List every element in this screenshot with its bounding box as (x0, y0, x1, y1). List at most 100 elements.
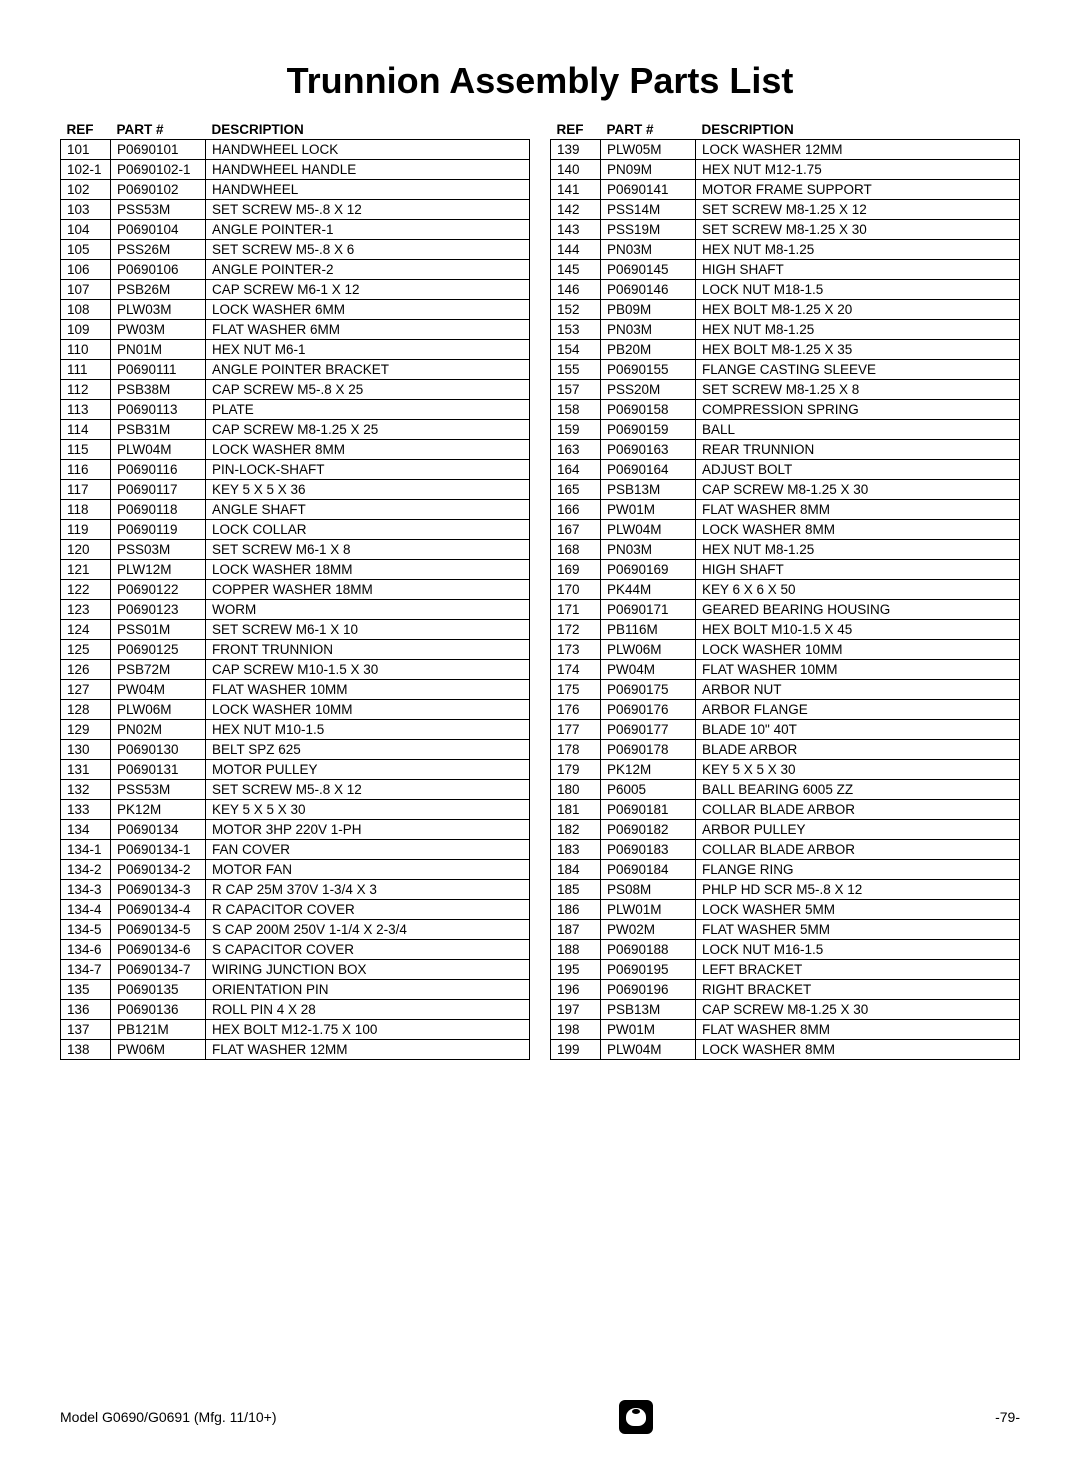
cell-part: P0690178 (601, 740, 696, 760)
cell-part: PLW05M (601, 140, 696, 160)
table-row: 174PW04MFLAT WASHER 10MM (551, 660, 1020, 680)
table-row: 172PB116MHEX BOLT M10-1.5 X 45 (551, 620, 1020, 640)
cell-desc: FRONT TRUNNION (206, 640, 530, 660)
table-header-row: REF PART # DESCRIPTION (61, 120, 530, 140)
cell-part: PN09M (601, 160, 696, 180)
table-row: 169P0690169HIGH SHAFT (551, 560, 1020, 580)
cell-part: PLW03M (111, 300, 206, 320)
cell-part: PS08M (601, 880, 696, 900)
cell-ref: 188 (551, 940, 601, 960)
cell-part: P0690123 (111, 600, 206, 620)
table-row: 176P0690176ARBOR FLANGE (551, 700, 1020, 720)
cell-part: PSS53M (111, 200, 206, 220)
cell-part: PLW04M (601, 520, 696, 540)
cell-part: P0690171 (601, 600, 696, 620)
cell-part: P0690134-2 (111, 860, 206, 880)
table-row: 136P0690136ROLL PIN 4 X 28 (61, 1000, 530, 1020)
cell-ref: 107 (61, 280, 111, 300)
cell-part: P0690136 (111, 1000, 206, 1020)
cell-desc: ARBOR NUT (696, 680, 1020, 700)
cell-desc: HEX BOLT M8-1.25 X 20 (696, 300, 1020, 320)
cell-ref: 112 (61, 380, 111, 400)
cell-part: PN03M (601, 540, 696, 560)
cell-ref: 171 (551, 600, 601, 620)
table-row: 105PSS26MSET SCREW M5-.8 X 6 (61, 240, 530, 260)
cell-desc: ARBOR FLANGE (696, 700, 1020, 720)
cell-ref: 106 (61, 260, 111, 280)
cell-desc: MOTOR PULLEY (206, 760, 530, 780)
cell-desc: BELT SPZ 625 (206, 740, 530, 760)
table-row: 140PN09MHEX NUT M12-1.75 (551, 160, 1020, 180)
cell-desc: KEY 6 X 6 X 50 (696, 580, 1020, 600)
cell-desc: HIGH SHAFT (696, 560, 1020, 580)
table-row: 180P6005BALL BEARING 6005 ZZ (551, 780, 1020, 800)
cell-part: P0690125 (111, 640, 206, 660)
cell-ref: 104 (61, 220, 111, 240)
table-row: 138PW06MFLAT WASHER 12MM (61, 1040, 530, 1060)
cell-part: P0690130 (111, 740, 206, 760)
cell-ref: 139 (551, 140, 601, 160)
cell-part: P0690181 (601, 800, 696, 820)
cell-part: P0690196 (601, 980, 696, 1000)
cell-desc: BALL (696, 420, 1020, 440)
table-row: 128PLW06MLOCK WASHER 10MM (61, 700, 530, 720)
cell-desc: LOCK WASHER 6MM (206, 300, 530, 320)
table-row: 130P0690130BELT SPZ 625 (61, 740, 530, 760)
table-row: 197PSB13MCAP SCREW M8-1.25 X 30 (551, 1000, 1020, 1020)
cell-part: PW02M (601, 920, 696, 940)
footer-model: Model G0690/G0691 (Mfg. 11/10+) (60, 1409, 276, 1425)
cell-ref: 131 (61, 760, 111, 780)
cell-part: P0690106 (111, 260, 206, 280)
cell-part: PB121M (111, 1020, 206, 1040)
table-row: 108PLW03MLOCK WASHER 6MM (61, 300, 530, 320)
cell-desc: LOCK WASHER 10MM (206, 700, 530, 720)
cell-ref: 124 (61, 620, 111, 640)
cell-ref: 127 (61, 680, 111, 700)
cell-desc: FLAT WASHER 10MM (696, 660, 1020, 680)
table-row: 166PW01MFLAT WASHER 8MM (551, 500, 1020, 520)
cell-ref: 117 (61, 480, 111, 500)
cell-ref: 108 (61, 300, 111, 320)
table-row: 152PB09MHEX BOLT M8-1.25 X 20 (551, 300, 1020, 320)
cell-ref: 166 (551, 500, 601, 520)
cell-desc: S CAP 200M 250V 1-1/4 X 2-3/4 (206, 920, 530, 940)
table-row: 170PK44MKEY 6 X 6 X 50 (551, 580, 1020, 600)
cell-ref: 118 (61, 500, 111, 520)
cell-desc: BALL BEARING 6005 ZZ (696, 780, 1020, 800)
cell-ref: 135 (61, 980, 111, 1000)
cell-ref: 130 (61, 740, 111, 760)
table-row: 134-4P0690134-4R CAPACITOR COVER (61, 900, 530, 920)
cell-ref: 133 (61, 800, 111, 820)
cell-ref: 181 (551, 800, 601, 820)
cell-desc: ANGLE POINTER-2 (206, 260, 530, 280)
cell-desc: COPPER WASHER 18MM (206, 580, 530, 600)
table-row: 107PSB26MCAP SCREW M6-1 X 12 (61, 280, 530, 300)
cell-desc: HIGH SHAFT (696, 260, 1020, 280)
cell-desc: SET SCREW M8-1.25 X 8 (696, 380, 1020, 400)
table-row: 188P0690188LOCK NUT M16-1.5 (551, 940, 1020, 960)
cell-desc: HEX NUT M8-1.25 (696, 240, 1020, 260)
table-row: 168PN03MHEX NUT M8-1.25 (551, 540, 1020, 560)
cell-ref: 179 (551, 760, 601, 780)
cell-desc: HANDWHEEL LOCK (206, 140, 530, 160)
cell-part: P0690175 (601, 680, 696, 700)
cell-ref: 141 (551, 180, 601, 200)
cell-desc: FLAT WASHER 6MM (206, 320, 530, 340)
cell-part: P0690134-6 (111, 940, 206, 960)
cell-desc: HEX NUT M8-1.25 (696, 540, 1020, 560)
cell-ref: 174 (551, 660, 601, 680)
cell-part: P0690117 (111, 480, 206, 500)
cell-desc: HEX NUT M6-1 (206, 340, 530, 360)
table-row: 144PN03MHEX NUT M8-1.25 (551, 240, 1020, 260)
cell-desc: FLANGE RING (696, 860, 1020, 880)
cell-desc: LOCK WASHER 8MM (696, 1040, 1020, 1060)
cell-desc: R CAP 25M 370V 1-3/4 X 3 (206, 880, 530, 900)
cell-ref: 184 (551, 860, 601, 880)
table-row: 123P0690123WORM (61, 600, 530, 620)
cell-part: PLW04M (601, 1040, 696, 1060)
cell-ref: 137 (61, 1020, 111, 1040)
cell-desc: SET SCREW M5-.8 X 6 (206, 240, 530, 260)
table-row: 155P0690155FLANGE CASTING SLEEVE (551, 360, 1020, 380)
cell-desc: COMPRESSION SPRING (696, 400, 1020, 420)
cell-ref: 196 (551, 980, 601, 1000)
